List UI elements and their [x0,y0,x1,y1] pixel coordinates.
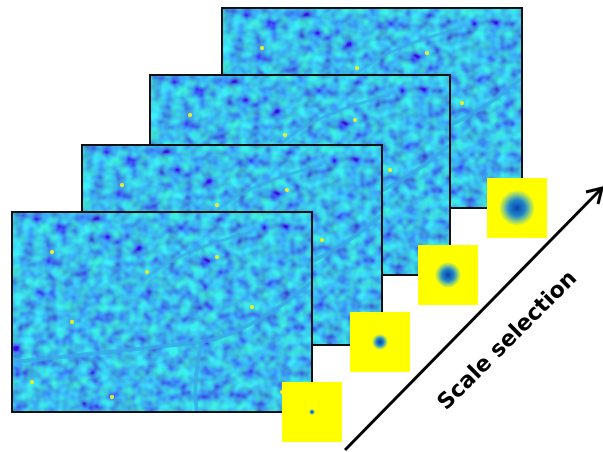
scale-space-diagram: Scale selection [0,0,603,452]
kernel-4 [487,178,547,238]
kernel-2 [350,312,410,372]
image-scale-1 [12,212,312,412]
kernel-3 [418,245,478,305]
kernel-1 [282,382,342,442]
